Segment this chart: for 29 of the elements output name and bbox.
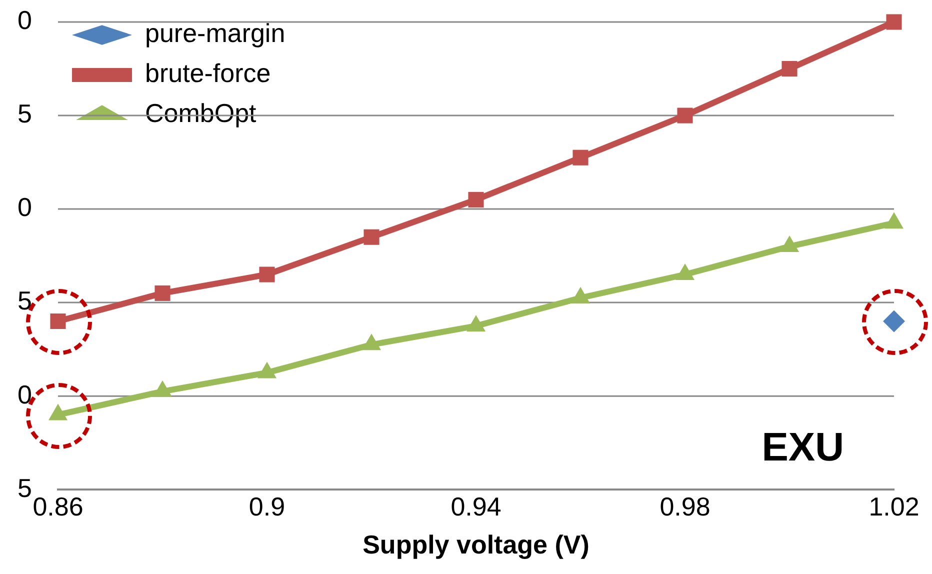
legend-label: CombOpt xyxy=(145,98,258,128)
point xyxy=(884,212,904,229)
point xyxy=(782,60,798,77)
text: 0 xyxy=(18,5,32,36)
x-axis-title: Supply voltage (V) xyxy=(362,530,590,560)
legend-label: brute-force xyxy=(145,58,271,88)
point xyxy=(572,150,588,166)
x-tick-label: 0.86 xyxy=(32,491,84,522)
point xyxy=(257,362,277,378)
point xyxy=(152,380,172,397)
text: 0 xyxy=(18,192,32,222)
point xyxy=(468,192,484,208)
point xyxy=(780,235,800,252)
point xyxy=(886,14,902,30)
point xyxy=(675,264,695,280)
text: 5 xyxy=(18,472,32,503)
text: 5 xyxy=(18,286,32,316)
x-tick-label: 1.02 xyxy=(868,491,920,522)
text: 0 xyxy=(18,379,32,410)
text: 5 xyxy=(18,98,32,129)
x-tick-label: 0.94 xyxy=(450,491,502,522)
annotation: EXU xyxy=(762,426,844,470)
point xyxy=(570,286,590,304)
point xyxy=(677,108,693,124)
legend-label: pure-margin xyxy=(145,18,286,48)
x-tick-label: 0.98 xyxy=(660,491,710,522)
x-tick-label: 0.9 xyxy=(248,491,286,522)
point xyxy=(362,334,382,350)
point xyxy=(466,314,486,332)
